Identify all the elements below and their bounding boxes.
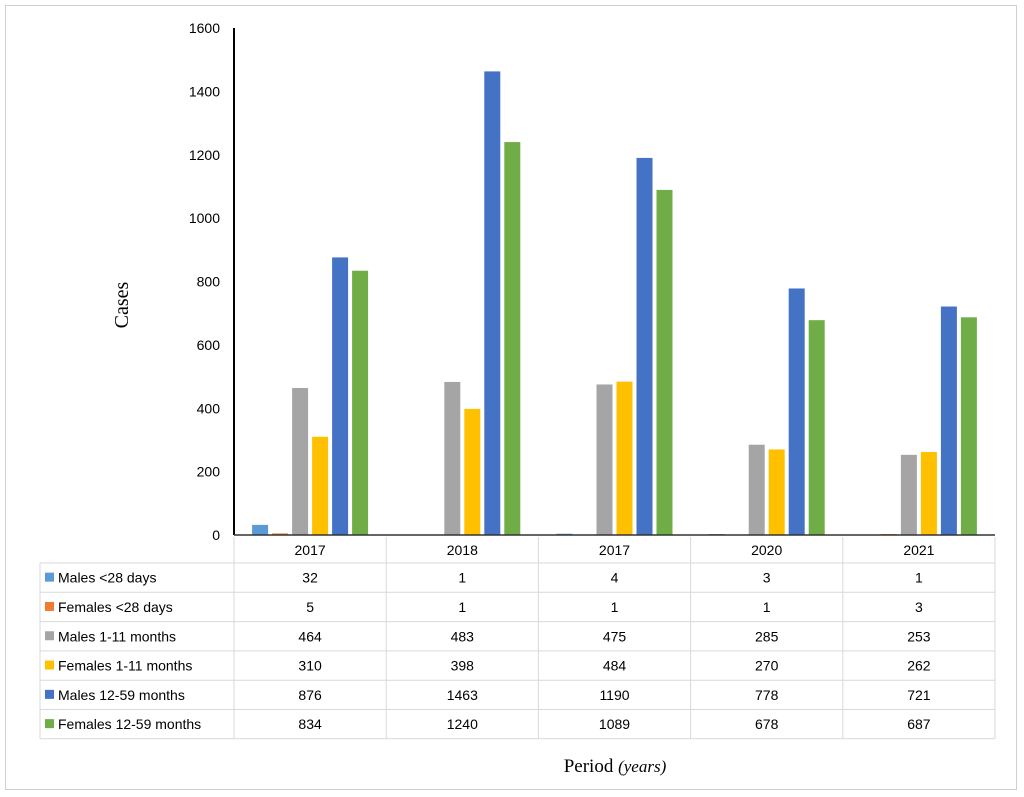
x-category-label: 2021 — [903, 542, 934, 558]
data-label: 678 — [755, 716, 779, 732]
bar — [444, 381, 461, 535]
y-axis-label: Cases — [111, 281, 133, 328]
data-label: 1 — [458, 599, 466, 615]
legend-swatch — [45, 572, 54, 582]
data-label: 32 — [302, 570, 318, 586]
data-label: 285 — [755, 628, 779, 644]
bar — [312, 436, 329, 535]
y-tick-label: 0 — [212, 527, 220, 543]
data-label: 1 — [763, 599, 771, 615]
bar — [636, 157, 653, 535]
legend-swatch — [45, 601, 54, 611]
data-label: 484 — [603, 658, 627, 674]
bar — [332, 257, 349, 535]
data-label: 310 — [298, 658, 322, 674]
bar — [940, 306, 957, 535]
bar — [900, 454, 917, 535]
y-tick-label: 1200 — [189, 147, 220, 163]
bar — [504, 142, 521, 535]
bar — [272, 533, 289, 535]
y-tick-label: 1400 — [189, 83, 220, 99]
data-label: 1 — [458, 570, 466, 586]
y-tick-label: 800 — [197, 274, 221, 290]
data-label: 4 — [611, 570, 619, 586]
bar — [960, 317, 977, 535]
data-label: 834 — [298, 716, 322, 732]
data-label: 464 — [298, 628, 322, 644]
data-label: 270 — [755, 658, 779, 674]
legend-swatch — [45, 689, 54, 699]
bar — [484, 71, 501, 536]
bar — [292, 387, 309, 535]
data-label: 475 — [603, 628, 627, 644]
x-category-label: 2018 — [447, 542, 478, 558]
bar — [788, 288, 805, 535]
data-label: 1 — [915, 570, 923, 586]
bar — [616, 381, 633, 535]
data-label: 778 — [755, 687, 779, 703]
data-label: 3 — [915, 599, 923, 615]
y-tick-label: 400 — [197, 400, 221, 416]
bar — [596, 384, 613, 535]
chart-frame — [5, 5, 1017, 790]
y-axis: 0 200 400 600 800 1000 1200 1400 1600 — [189, 20, 995, 543]
data-label: 5 — [306, 599, 314, 615]
y-tick-label: 1600 — [189, 20, 220, 36]
x-category-label: 2017 — [599, 542, 630, 558]
x-axis-label-text: Period — [564, 756, 614, 777]
y-tick-label: 200 — [197, 464, 221, 480]
y-tick-label: 600 — [197, 337, 221, 353]
data-label: 1 — [611, 599, 619, 615]
bar — [920, 451, 937, 535]
legend-label: Males 12-59 months — [58, 687, 185, 703]
data-label: 262 — [907, 658, 931, 674]
bar — [352, 270, 369, 535]
bar — [768, 449, 785, 535]
x-axis-unit: (years) — [618, 757, 666, 776]
bar — [464, 408, 481, 535]
data-label: 3 — [763, 570, 771, 586]
legend-label: Males 1-11 months — [58, 628, 176, 644]
data-label: 721 — [907, 687, 931, 703]
legend-label: Males <28 days — [58, 570, 156, 586]
x-axis-label: Period (years) — [564, 756, 667, 777]
data-label: 1463 — [447, 687, 478, 703]
data-label: 253 — [907, 628, 931, 644]
bars-layer — [252, 71, 977, 536]
bar — [656, 189, 673, 535]
bar — [808, 320, 825, 535]
legend-swatch — [45, 660, 54, 670]
x-category-label: 2020 — [751, 542, 782, 558]
data-label: 687 — [907, 716, 931, 732]
legend-swatch — [45, 631, 54, 641]
bar — [748, 444, 765, 535]
data-label: 1089 — [599, 716, 630, 732]
legend-label: Females <28 days — [58, 599, 173, 615]
bar — [252, 524, 269, 535]
legend-label: Females 12-59 months — [58, 716, 201, 732]
legend-swatch — [45, 719, 54, 729]
data-label: 483 — [451, 628, 475, 644]
x-category-label: 2017 — [295, 542, 326, 558]
data-label: 876 — [298, 687, 322, 703]
y-tick-label: 1000 — [189, 210, 220, 226]
legend-label: Females 1-11 months — [58, 658, 192, 674]
data-label: 1240 — [447, 716, 478, 732]
data-label: 1190 — [599, 687, 629, 703]
data-label: 398 — [451, 658, 475, 674]
